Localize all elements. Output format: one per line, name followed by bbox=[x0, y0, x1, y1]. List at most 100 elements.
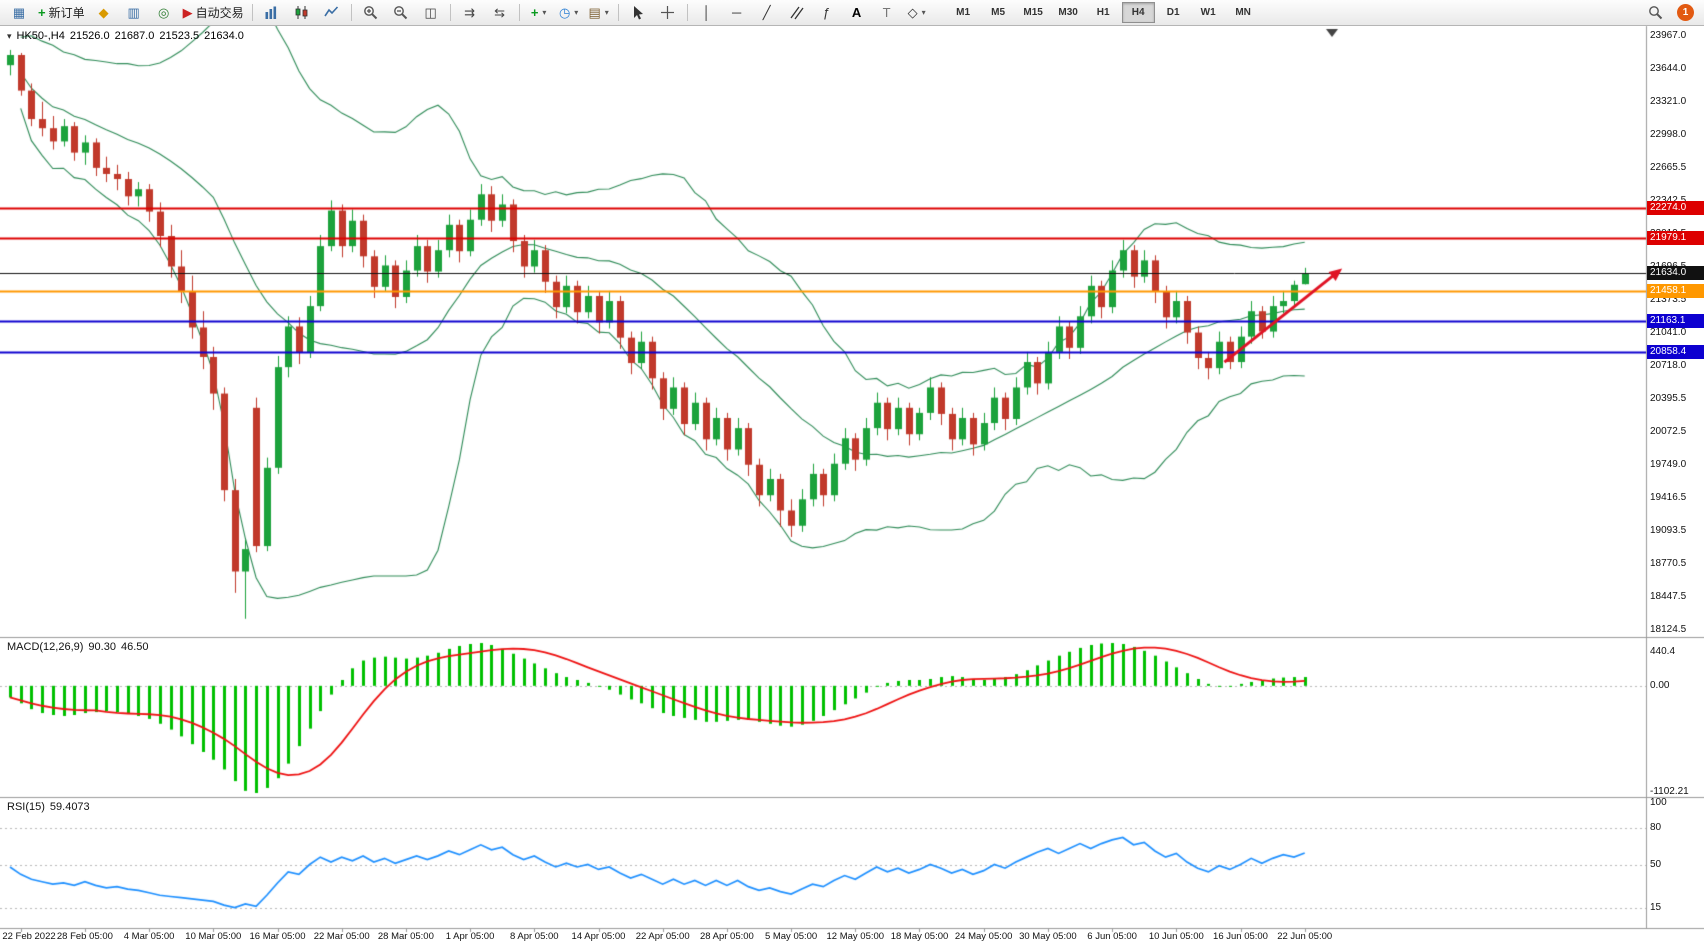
timeframe-m15-button[interactable]: M15 bbox=[1023, 7, 1043, 18]
macd-axis-label: 0.00 bbox=[1650, 679, 1670, 691]
macd-main-value: 90.30 bbox=[88, 641, 116, 653]
add-indicator-button[interactable]: + ▾ bbox=[524, 1, 554, 25]
timeframe-w1-button[interactable]: W1 bbox=[1200, 7, 1216, 18]
price-axis-tick: 18770.5 bbox=[1650, 558, 1687, 569]
search-button[interactable] bbox=[1640, 1, 1670, 25]
price-axis-tick: 18124.5 bbox=[1650, 624, 1687, 635]
price-axis[interactable]: 23967.0 23644.0 23321.0 22998.0 22665.5 22342… bbox=[1647, 26, 1704, 928]
notifications-badge[interactable]: 1 bbox=[1677, 4, 1694, 21]
price-line-badge: 21458.1 bbox=[1647, 284, 1704, 299]
bar-chart-button[interactable] bbox=[257, 1, 287, 25]
time-axis-label: 8 Apr 05:00 bbox=[509, 931, 559, 942]
autotrading-button[interactable]: ▶ 自动交易 bbox=[179, 1, 248, 25]
time-axis-label: 14 Apr 05:00 bbox=[571, 931, 626, 942]
shapes-icon: ◇ bbox=[907, 5, 918, 20]
line-chart-button[interactable] bbox=[317, 1, 347, 25]
timeframe-mn-button[interactable]: MN bbox=[1235, 7, 1251, 18]
auto-scroll-icon: ⇉ bbox=[464, 5, 476, 20]
time-axis-label: 22 Feb 2022 bbox=[2, 931, 56, 942]
strategy-tester-button[interactable]: ◎ bbox=[149, 1, 179, 25]
crosshair-icon bbox=[660, 5, 675, 20]
rsi-axis-label: 80 bbox=[1650, 821, 1662, 833]
price-axis-tick: 21041.0 bbox=[1650, 327, 1687, 338]
cursor-button[interactable] bbox=[623, 1, 653, 25]
ohlc-low: 21523.5 bbox=[159, 30, 200, 42]
template-button[interactable]: ▤ ▾ bbox=[584, 1, 614, 25]
auto-scroll-button[interactable]: ⇉ bbox=[455, 1, 485, 25]
time-axis-label: 18 May 05:00 bbox=[890, 931, 949, 942]
data-window-button[interactable]: ▥ bbox=[119, 1, 149, 25]
toolbar-separator bbox=[251, 4, 253, 21]
horizontal-line-button[interactable]: ─ bbox=[722, 1, 752, 25]
time-axis-label: 1 Apr 05:00 bbox=[445, 931, 495, 942]
period-selector-icon: ◷ bbox=[558, 5, 571, 20]
chart-shift-icon: ⇆ bbox=[494, 5, 506, 20]
toolbar-button-label: 新订单 bbox=[48, 6, 85, 20]
shapes-button[interactable]: ◇ ▾ bbox=[902, 1, 932, 25]
rsi-indicator-label: RSI(15) 59.4073 bbox=[7, 801, 95, 813]
fibonacci-button[interactable]: ƒ bbox=[812, 1, 842, 25]
autotrading-icon: ▶ bbox=[182, 5, 193, 20]
timeframe-h4-button[interactable]: H4 bbox=[1121, 2, 1155, 23]
vertical-line-button[interactable]: │ bbox=[692, 1, 722, 25]
toolbar-separator bbox=[350, 4, 352, 21]
price-axis-tick: 22998.0 bbox=[1650, 129, 1687, 140]
chart-symbol-header: ▾ HK50-,H4 21526.0 21687.0 21523.5 21634.0 bbox=[7, 30, 249, 42]
price-axis-tick: 18447.5 bbox=[1650, 591, 1687, 602]
text-button[interactable]: A bbox=[842, 1, 872, 25]
time-axis-label: 12 May 05:00 bbox=[826, 931, 885, 942]
period-selector-button[interactable]: ◷ ▾ bbox=[554, 1, 584, 25]
timeframe-m1-button[interactable]: M1 bbox=[956, 7, 971, 18]
market-watch-button[interactable]: ◆ bbox=[89, 1, 119, 25]
time-axis-label: 5 May 05:00 bbox=[764, 931, 818, 942]
search-icon bbox=[1648, 5, 1663, 20]
vertical-line-icon: │ bbox=[702, 5, 711, 20]
macd-signal-value: 46.50 bbox=[120, 641, 149, 653]
price-axis-tick: 23321.0 bbox=[1650, 96, 1687, 107]
rsi-axis-label: 100 bbox=[1650, 797, 1667, 808]
price-axis-tick: 20072.5 bbox=[1650, 426, 1687, 437]
symbol-dropdown-icon[interactable]: ▾ bbox=[7, 31, 12, 41]
trendline-button[interactable]: ╱ bbox=[752, 1, 782, 25]
price-line-badge: 22274.0 bbox=[1647, 201, 1704, 216]
chart-window-button[interactable]: ▦ bbox=[4, 1, 34, 25]
crosshair-button[interactable] bbox=[653, 1, 683, 25]
time-axis-label: 16 Mar 05:00 bbox=[249, 931, 306, 942]
tile-windows-button[interactable]: ◫ bbox=[416, 1, 446, 25]
price-axis-tick: 19093.5 bbox=[1650, 525, 1687, 536]
template-icon: ▤ bbox=[588, 5, 601, 20]
time-axis-label: 28 Feb 05:00 bbox=[56, 931, 113, 942]
candlestick-chart-button[interactable] bbox=[287, 1, 317, 25]
time-axis-label: 16 Jun 05:00 bbox=[1213, 931, 1268, 942]
equidistant-channel-button[interactable] bbox=[782, 1, 812, 25]
macd-axis-label: -1102.21 bbox=[1650, 786, 1689, 797]
fibonacci-icon: ƒ bbox=[823, 5, 831, 20]
time-axis-label: 10 Jun 05:00 bbox=[1148, 931, 1204, 942]
time-axis-label: 22 Jun 05:00 bbox=[1277, 931, 1333, 942]
time-axis[interactable]: 22 Feb 2022 28 Feb 05:00 4 Mar 05:00 10 Mar… bbox=[0, 929, 1704, 946]
timeframe-d1-button[interactable]: D1 bbox=[1166, 7, 1180, 18]
tile-windows-icon: ◫ bbox=[424, 5, 437, 20]
symbol-period-label: HK50-,H4 bbox=[16, 30, 65, 42]
price-axis-tick: 20395.5 bbox=[1650, 393, 1687, 404]
zoom-out-button[interactable] bbox=[386, 1, 416, 25]
price-axis-tick: 20718.0 bbox=[1650, 360, 1687, 371]
price-axis-tick: 23644.0 bbox=[1650, 63, 1687, 74]
chart-shift-button[interactable]: ⇆ bbox=[485, 1, 515, 25]
rsi-value: 59.4073 bbox=[49, 801, 90, 813]
text-label-icon: T bbox=[882, 5, 891, 20]
new-order-button[interactable]: + 新订单 bbox=[34, 1, 89, 25]
price-axis-tick: 23967.0 bbox=[1650, 30, 1687, 41]
timeframe-m5-button[interactable]: M5 bbox=[991, 7, 1006, 18]
zoom-in-icon bbox=[363, 5, 378, 20]
add-indicator-icon: + bbox=[530, 5, 539, 20]
timeframe-m30-button[interactable]: M30 bbox=[1058, 7, 1078, 18]
text-label-button[interactable]: T bbox=[872, 1, 902, 25]
ohlc-open: 21526.0 bbox=[69, 30, 110, 42]
timeframe-h1-button[interactable]: H1 bbox=[1096, 7, 1110, 18]
zoom-in-button[interactable] bbox=[356, 1, 386, 25]
new-order-icon: + bbox=[38, 5, 46, 20]
macd-indicator-label: MACD(12,26,9) 90.30 46.50 bbox=[7, 641, 153, 653]
